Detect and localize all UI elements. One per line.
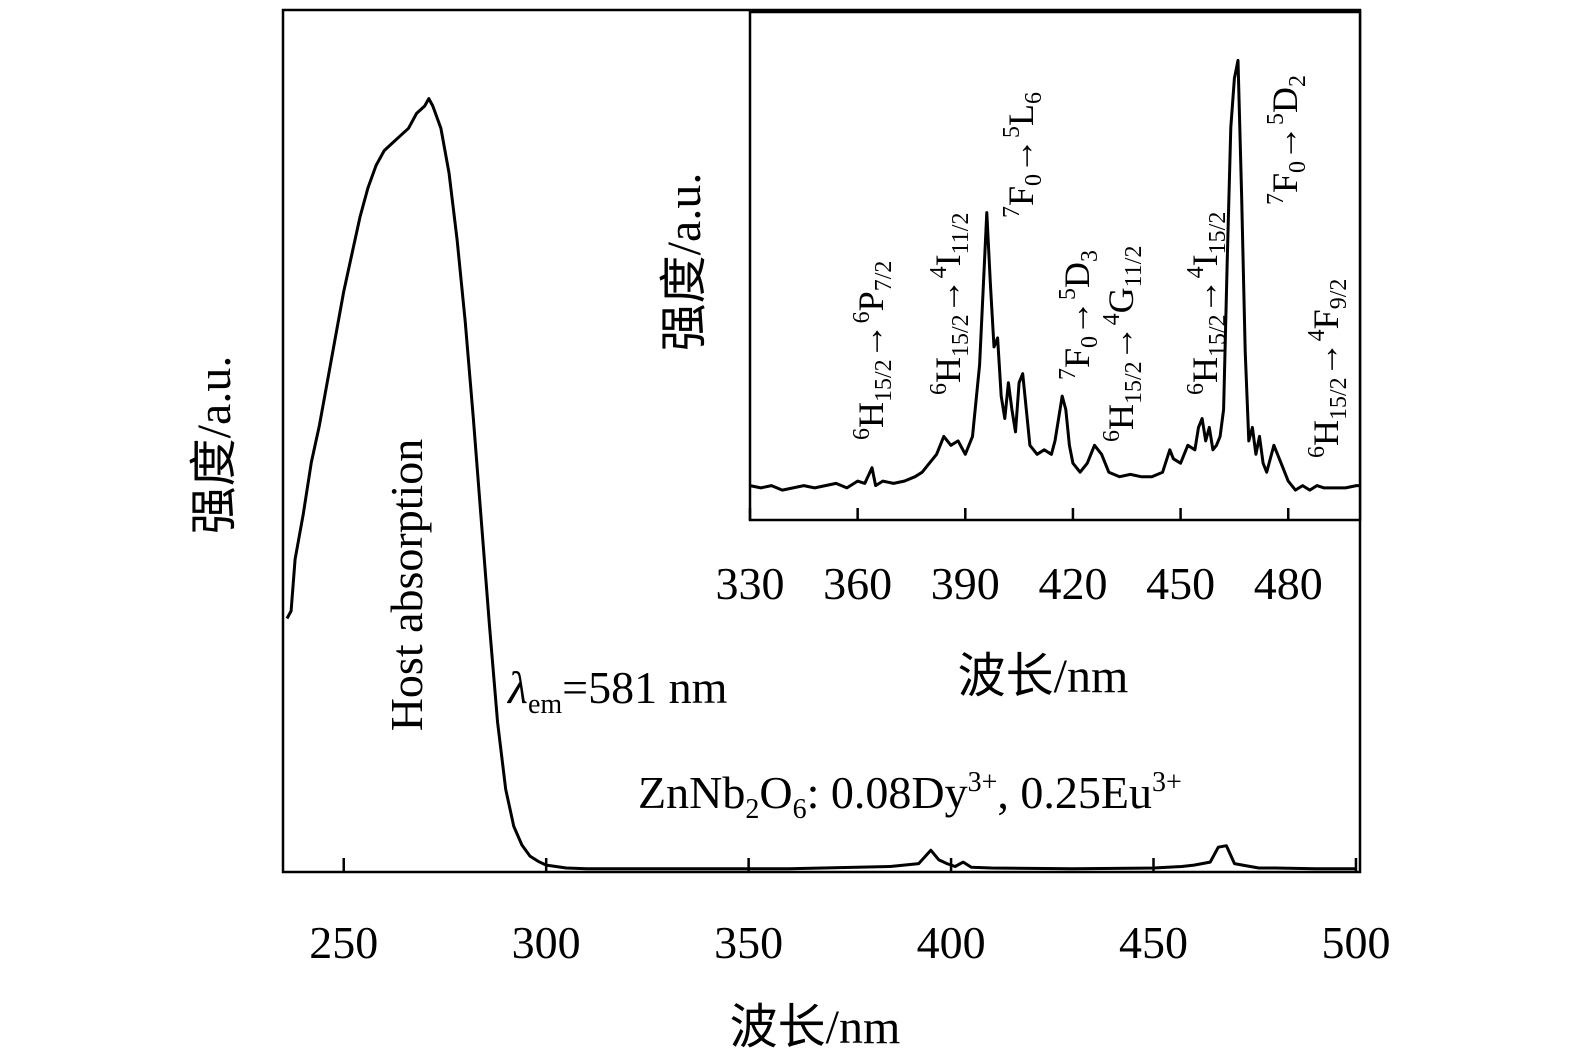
inset-x-tick-label: 330	[716, 558, 785, 609]
transition-label: 6H15/2→6P7/2	[849, 261, 897, 440]
inset-x-tick-label: 420	[1038, 558, 1107, 609]
transition-label: 7F0→5D3	[1055, 250, 1103, 380]
main-x-tick-label: 450	[1119, 917, 1188, 968]
inset-series-group	[749, 58, 1360, 492]
inset-plot-frame	[748, 10, 1362, 522]
inset-x-tick-label: 480	[1254, 558, 1323, 609]
main-y-axis-label: 强度/a.u.	[188, 356, 241, 535]
sample-composition-label: ZnNb2O6: 0.08Dy3+, 0.25Eu3+	[638, 767, 1182, 825]
main-series-group	[285, 97, 1356, 871]
main-x-tick-label: 400	[917, 917, 986, 968]
main-x-tick-label: 350	[714, 917, 783, 968]
transition-label: 6H15/2→4I11/2	[926, 213, 974, 395]
main-x-axis-label: 波长/nm	[730, 1001, 901, 1054]
inset-series-line	[749, 58, 1360, 492]
main-x-tick-label: 300	[512, 917, 581, 968]
inset-x-tick-label: 360	[823, 558, 892, 609]
transition-label: 6H15/2→4G11/2	[1099, 246, 1147, 442]
main-x-ticks: 250 300 350 400 450 500	[309, 858, 1390, 968]
main-x-tick-label: 500	[1321, 917, 1390, 968]
inset-x-tick-label: 450	[1146, 558, 1215, 609]
main-series-line	[285, 97, 1356, 871]
transition-label: 6H15/2→4F9/2	[1304, 279, 1352, 458]
inset-x-axis-label: 波长/nm	[958, 650, 1129, 703]
inset-x-ticks: 330 360 390 420 450 480	[716, 508, 1323, 609]
transition-label: 7F0→5D2	[1263, 75, 1311, 205]
transition-label: 6H15/2→4I15/2	[1183, 212, 1231, 395]
excitation-wavelength-label: λem=581 nm	[506, 662, 728, 720]
inset-y-axis-label: 强度/a.u.	[658, 173, 711, 352]
host-absorption-label: Host absorption	[381, 439, 432, 732]
transition-labels: 6H15/2→6P7/26H15/2→4I11/27F0→5L67F0→5D36…	[849, 75, 1352, 458]
transition-label: 7F0→5L6	[999, 92, 1047, 218]
inset-x-tick-label: 390	[931, 558, 1000, 609]
main-x-tick-label: 250	[309, 917, 378, 968]
